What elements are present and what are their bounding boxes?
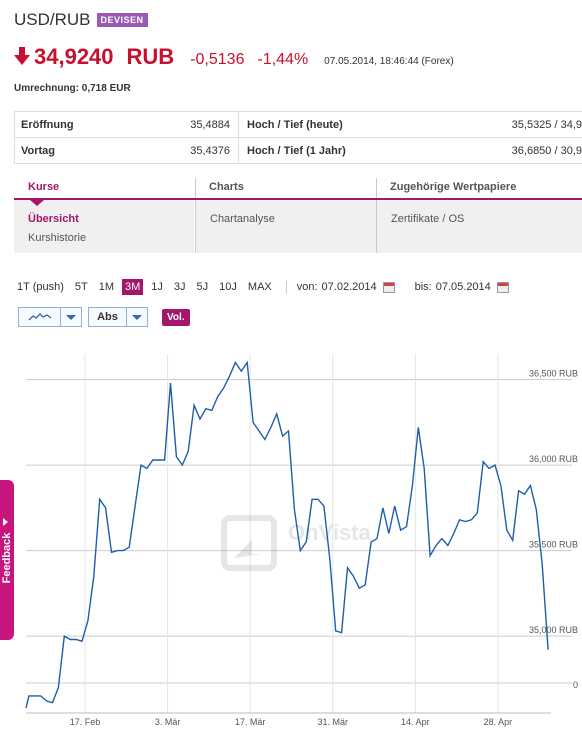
x-tick-label: 14. Apr [401, 717, 430, 727]
price-change-percent: -1,44% [257, 51, 309, 68]
volume-toggle-button[interactable]: Vol. [162, 308, 190, 326]
instrument-header: USD/RUB DEVISEN [14, 10, 148, 30]
onvista-watermark: OnVista [221, 515, 372, 571]
calendar-icon[interactable] [496, 281, 509, 293]
nav-active-caret [30, 200, 44, 206]
range-10j[interactable]: 10J [219, 281, 237, 293]
arrow-down-icon [14, 47, 30, 65]
range-1j[interactable]: 1J [151, 281, 163, 293]
feedback-tab[interactable]: Feedback [0, 480, 14, 640]
scale-dropdown[interactable]: Abs [88, 307, 148, 327]
chevron-right-icon [3, 518, 8, 526]
nav-item-kurshistorie[interactable]: Kurshistorie [28, 232, 87, 244]
range-max[interactable]: MAX [247, 281, 272, 293]
quote-timestamp: 07.05.2014, 18:46:44 (Forex) [324, 56, 454, 67]
nav-group-kurse: Kurse Übersicht Kurshistorie [14, 178, 194, 253]
quote-row: 34,9240 RUB -0,5136 -1,44% 07.05.2014, 1… [14, 44, 454, 70]
y-tick-label: 35,500 RUB [529, 540, 578, 550]
feedback-label: Feedback [1, 532, 13, 584]
tab-charts-label[interactable]: Charts [209, 181, 244, 193]
stat-label: Hoch / Tief (heute) [238, 112, 388, 137]
y-tick-label: 35,000 RUB [529, 625, 578, 635]
conversion-text: Umrechnung: 0,718 EUR [14, 83, 131, 94]
range-5t[interactable]: 5T [74, 281, 88, 293]
stat-label: Vortag [14, 138, 122, 163]
price-line [25, 360, 549, 709]
to-date-field[interactable]: 07.05.2014 [435, 281, 491, 293]
range-5j[interactable]: 5J [196, 281, 209, 293]
stat-value: 35,4884 [190, 118, 230, 131]
nav-underline [14, 198, 582, 200]
stat-value: 35,5325 / 34,9 [511, 118, 582, 131]
price-change: -0,5136 [190, 51, 245, 68]
price-currency: RUB [126, 44, 175, 69]
range-separator [285, 280, 287, 294]
chart-type-value[interactable] [19, 308, 61, 326]
y-tick-label-zero: 0 [573, 680, 578, 690]
from-label: von: [296, 281, 318, 293]
range-1m[interactable]: 1M [98, 281, 114, 293]
from-date-field[interactable]: 07.02.2014 [321, 281, 377, 293]
nav-item-zertifikate[interactable]: Zertifikate / OS [391, 213, 465, 225]
tab-kurse[interactable]: Kurse [28, 181, 60, 193]
range-3m[interactable]: 3M [122, 279, 144, 295]
chevron-down-icon[interactable] [61, 308, 81, 326]
tab-wertpapiere[interactable]: Zugehörige Wertpapiere [390, 181, 517, 193]
range-1t[interactable]: 1T (push) [17, 281, 64, 293]
stats-row: Vortag 35,4376 Hoch / Tief (1 Jahr) 36,6… [14, 138, 582, 164]
stats-row: Eröffnung 35,4884 Hoch / Tief (heute) 35… [14, 112, 582, 138]
chart-controls: Abs Vol. [18, 307, 190, 327]
scale-value[interactable]: Abs [89, 308, 127, 326]
y-tick-label: 36,000 RUB [529, 454, 578, 464]
x-tick-label: 17. Feb [70, 717, 101, 727]
last-price: 34,9240 [34, 44, 114, 69]
chart-type-dropdown[interactable] [18, 307, 82, 327]
subnav: Kurse Übersicht Kurshistorie Charts Char… [14, 178, 582, 253]
calendar-icon[interactable] [382, 281, 395, 293]
watermark-text: OnVista [288, 520, 372, 545]
x-tick-label: 3. Mär [155, 717, 181, 727]
x-tick-label: 28. Apr [484, 717, 513, 727]
x-tick-label: 17. Mär [235, 717, 266, 727]
to-label: bis: [414, 281, 432, 293]
asset-class-badge: DEVISEN [96, 13, 148, 27]
chevron-down-icon[interactable] [127, 308, 147, 326]
y-tick-label: 36,500 RUB [529, 369, 578, 379]
stat-label: Hoch / Tief (1 Jahr) [238, 138, 388, 163]
stat-value: 36,6850 / 30,9 [511, 144, 582, 157]
line-chart-icon [28, 313, 51, 321]
stats-table: Eröffnung 35,4884 Hoch / Tief (heute) 35… [14, 111, 582, 164]
x-tick-label: 31. Mär [317, 717, 348, 727]
stat-label: Eröffnung [14, 112, 122, 137]
price-chart: OnVista 36,500 RUB 36,000 RUB 35,500 RUB 35… [25, 354, 578, 727]
stat-value: 35,4376 [190, 144, 230, 157]
nav-item-chartanalyse[interactable]: Chartanalyse [210, 213, 275, 225]
nav-item-uebersicht[interactable]: Übersicht [28, 213, 79, 225]
range-selector: 1T (push) 5T 1M 3M 1J 3J 5J 10J MAX von:… [14, 279, 529, 295]
range-3j[interactable]: 3J [173, 281, 186, 293]
instrument-title: USD/RUB [14, 10, 91, 29]
